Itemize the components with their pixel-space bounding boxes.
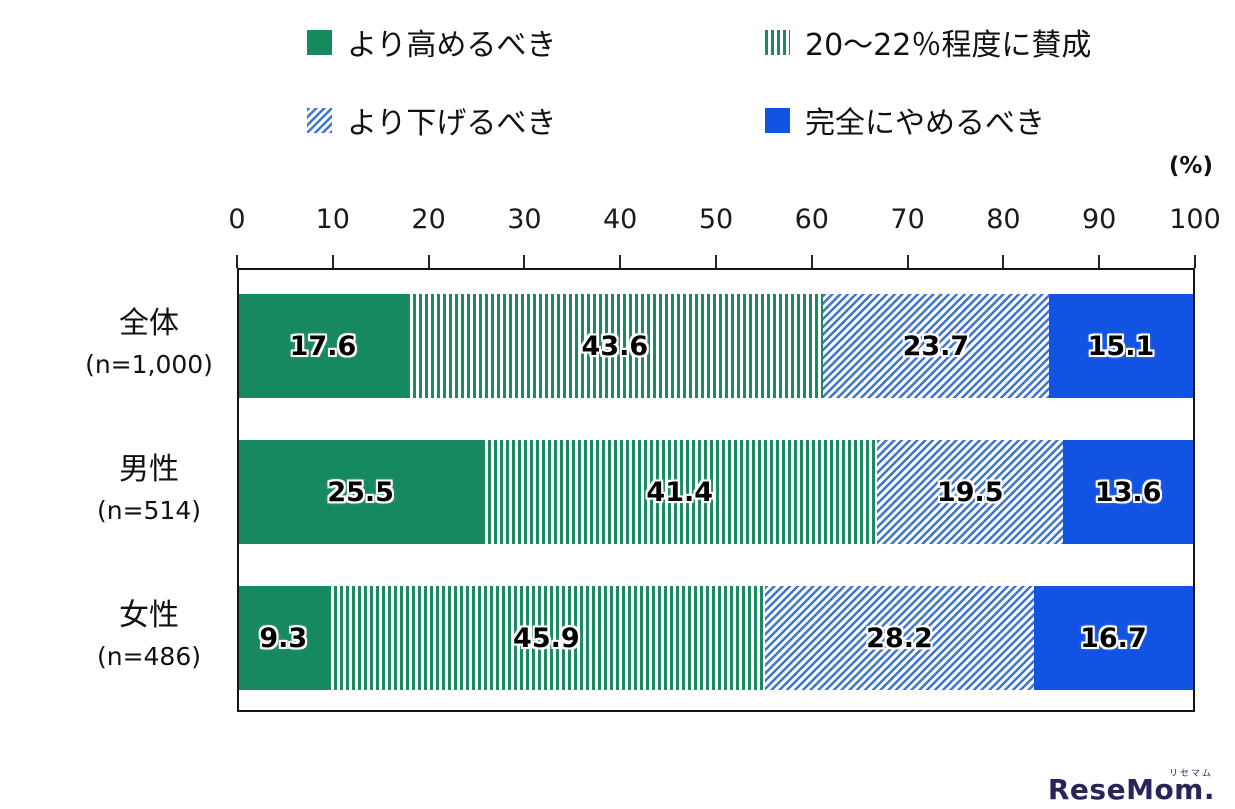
category-name: 女性	[119, 598, 179, 634]
stacked-bar-0: 17.6 43.6 23.7 15.1	[239, 294, 1193, 398]
legend-label: より高めるべき	[347, 28, 557, 63]
x-axis-labels: 0 10 20 30 40 50 60 70 80 90 100	[228, 204, 1220, 238]
x-axis-tick-label: 10	[315, 204, 350, 235]
x-axis-tick-mark	[1002, 255, 1005, 268]
x-axis-tick-mark	[810, 255, 813, 268]
category-name: 全体	[119, 306, 179, 342]
x-axis-tick-label: 40	[603, 204, 638, 235]
bar-segment: 9.3	[239, 586, 328, 690]
bar-segment: 15.1	[1048, 294, 1193, 398]
x-axis-ticks	[236, 255, 1196, 268]
plot-area: 17.6 43.6 23.7 15.1 25.5 41.4 19.5 13.6 9.3 45.9 2…	[237, 268, 1195, 712]
x-axis-tick-label: 70	[890, 204, 925, 235]
x-axis-tick-label: 80	[986, 204, 1021, 235]
legend-swatch-striped-green	[765, 29, 790, 55]
x-axis-tick-mark	[331, 255, 334, 268]
category-sample-size: (n=514)	[96, 496, 202, 526]
bar-value-label: 9.3	[259, 622, 308, 654]
bar-value-label: 45.9	[513, 622, 580, 654]
x-axis-tick-mark	[619, 255, 622, 268]
bar-segment: 13.6	[1063, 440, 1193, 544]
category-label-1: 男性 (n=514)	[0, 452, 226, 528]
x-axis-tick-mark	[236, 255, 238, 268]
bar-segment: 16.7	[1033, 586, 1193, 690]
category-sample-size: (n=486)	[96, 642, 202, 672]
x-axis-tick-mark	[1194, 255, 1196, 268]
legend-item-approve-20-22: 20～22％程度に賛成	[765, 20, 1091, 64]
legend-swatch-striped-blue	[307, 107, 332, 133]
legend-swatch-solid-blue	[765, 107, 790, 133]
category-name: 男性	[119, 452, 179, 488]
bar-value-label: 13.6	[1094, 476, 1162, 508]
bar-segment: 17.6	[239, 294, 407, 398]
x-axis-tick-mark	[427, 255, 430, 268]
x-axis-tick-mark	[715, 255, 717, 268]
legend-label: より下げるべき	[347, 106, 557, 141]
x-axis-tick-label: 100	[1169, 204, 1221, 235]
x-axis-tick-label: 60	[794, 204, 829, 235]
stacked-bar-2: 9.3 45.9 28.2 16.7	[239, 586, 1193, 690]
bar-value-label: 28.2	[866, 622, 933, 654]
bar-value-label: 16.7	[1080, 622, 1147, 654]
bar-value-label: 25.5	[327, 476, 394, 508]
legend-swatch-solid-green	[307, 29, 332, 55]
legend-label: 20～22％程度に賛成	[805, 28, 1092, 63]
bar-segment: 25.5	[239, 440, 483, 544]
bar-segment: 45.9	[327, 586, 766, 690]
bar-segment: 28.2	[765, 586, 1034, 690]
bar-value-label: 19.5	[936, 476, 1004, 508]
bar-value-label: 41.4	[646, 476, 714, 508]
legend-label: 完全にやめるべき	[805, 106, 1045, 141]
x-axis-tick-mark	[1098, 255, 1101, 268]
row-labels: 全体 (n=1,000) 男性 (n=514) 女性 (n=486)	[0, 268, 226, 712]
bar-segment: 41.4	[482, 440, 878, 544]
bar-segment: 19.5	[877, 440, 1064, 544]
x-axis-tick-label: 50	[698, 204, 734, 235]
bar-segment: 23.7	[822, 294, 1049, 398]
legend-item-lower: より下げるべき	[307, 98, 765, 142]
x-axis-tick-mark	[906, 255, 909, 268]
category-label-0: 全体 (n=1,000)	[0, 306, 226, 382]
resemom-logo: ReseMom.	[1047, 773, 1215, 806]
bar-value-label: 15.1	[1087, 330, 1155, 362]
legend-item-abolish: 完全にやめるべき	[765, 98, 1091, 142]
bar-value-label: 17.6	[289, 330, 357, 362]
x-axis-tick-mark	[523, 255, 526, 268]
bar-segment: 43.6	[406, 294, 823, 398]
category-sample-size: (n=1,000)	[85, 350, 213, 380]
legend: より高めるべき 20～22％程度に賛成 より下げるべき 完全にやめるべき	[307, 20, 1091, 142]
axis-unit-label: (%)	[1168, 153, 1213, 179]
stacked-bar-1: 25.5 41.4 19.5 13.6	[239, 440, 1193, 544]
bar-value-label: 23.7	[902, 330, 970, 362]
x-axis-tick-label: 0	[228, 204, 246, 235]
x-axis-tick-label: 30	[507, 204, 542, 235]
watermark: リセマム ReseMom.	[1048, 766, 1215, 804]
category-label-2: 女性 (n=486)	[0, 598, 226, 674]
x-axis-tick-label: 90	[1082, 204, 1117, 235]
legend-item-raise: より高めるべき	[307, 20, 765, 64]
watermark-ruby-text: リセマム	[1168, 769, 1213, 779]
x-axis-tick-label: 20	[411, 204, 446, 235]
bar-value-label: 43.6	[581, 330, 649, 362]
